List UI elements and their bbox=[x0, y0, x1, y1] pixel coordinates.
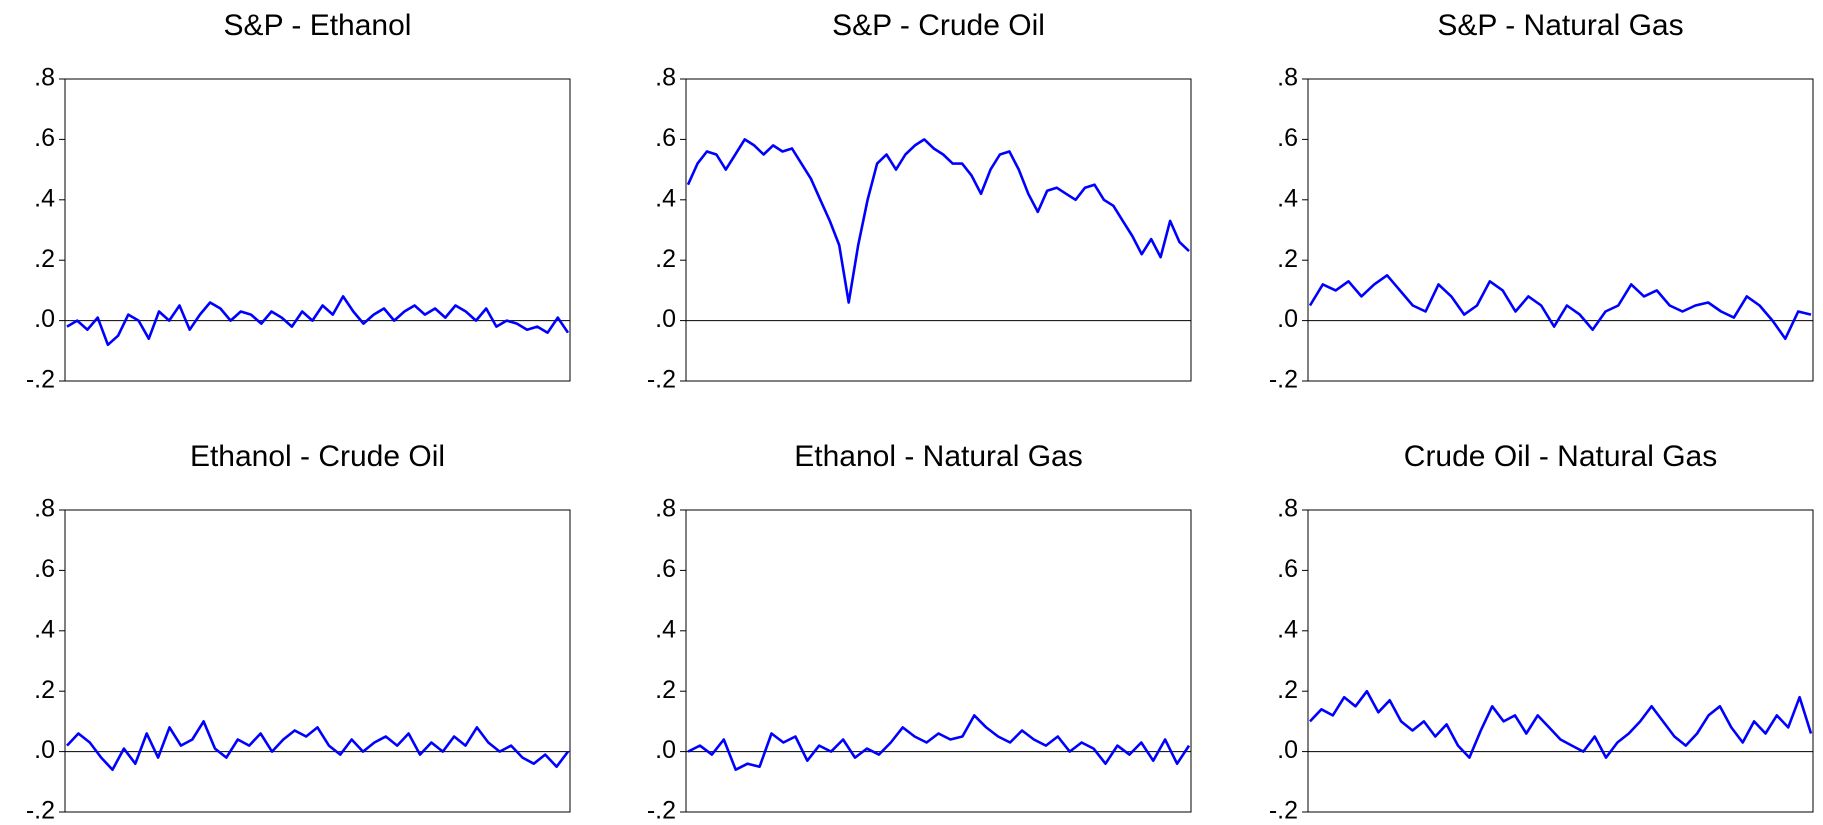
plot-frame bbox=[64, 509, 571, 813]
y-tick-label: .2 bbox=[655, 245, 676, 273]
y-tick-label: .2 bbox=[34, 245, 55, 273]
y-tick-label: .2 bbox=[1277, 245, 1298, 273]
y-tick-label: .0 bbox=[655, 305, 676, 333]
y-tick-label: .6 bbox=[655, 555, 676, 583]
plot-frame bbox=[685, 78, 1192, 382]
y-tick-label: -.2 bbox=[647, 797, 676, 825]
y-tick-label: .8 bbox=[1277, 495, 1298, 523]
plot-frame bbox=[1307, 509, 1814, 813]
y-tick-label: .6 bbox=[34, 124, 55, 152]
y-tick-label: .4 bbox=[34, 615, 55, 643]
y-tick-label: -.2 bbox=[647, 366, 676, 394]
chart-title: S&P - Natural Gas bbox=[1437, 9, 1683, 42]
y-tick-label: .2 bbox=[655, 676, 676, 704]
y-tick-label: .4 bbox=[34, 184, 55, 212]
y-tick-label: -.2 bbox=[26, 797, 55, 825]
y-tick-label: .8 bbox=[34, 495, 55, 523]
y-tick-label: .8 bbox=[655, 495, 676, 523]
chart-title: S&P - Crude Oil bbox=[832, 9, 1045, 42]
y-tick-label: .0 bbox=[34, 305, 55, 333]
y-tick-label: .4 bbox=[1277, 184, 1298, 212]
series-line bbox=[687, 714, 1191, 771]
y-tick-label: .8 bbox=[655, 64, 676, 92]
plot-frame bbox=[685, 509, 1192, 813]
series-line bbox=[1308, 274, 1812, 340]
plot-frame bbox=[1307, 78, 1814, 382]
y-tick-label: .0 bbox=[1277, 305, 1298, 333]
y-tick-label: .0 bbox=[34, 736, 55, 764]
series-line bbox=[1309, 689, 1813, 759]
y-tick-label: .2 bbox=[34, 676, 55, 704]
y-tick-label: .6 bbox=[1277, 555, 1298, 583]
plot-frame bbox=[64, 78, 571, 382]
series-line bbox=[66, 720, 570, 771]
y-tick-label: .2 bbox=[1277, 676, 1298, 704]
chart-title: Ethanol - Crude Oil bbox=[190, 440, 445, 473]
y-tick-label: .8 bbox=[1277, 64, 1298, 92]
series-line bbox=[686, 138, 1190, 304]
chart-title: S&P - Ethanol bbox=[224, 9, 412, 42]
y-tick-label: -.2 bbox=[1269, 366, 1298, 394]
y-tick-label: -.2 bbox=[26, 366, 55, 394]
y-tick-label: .6 bbox=[34, 555, 55, 583]
y-tick-label: .0 bbox=[1277, 736, 1298, 764]
y-tick-label: .6 bbox=[655, 124, 676, 152]
y-tick-label: .4 bbox=[655, 184, 676, 212]
y-tick-label: .6 bbox=[1277, 124, 1298, 152]
chart-title: Ethanol - Natural Gas bbox=[794, 440, 1082, 473]
series-line bbox=[66, 295, 570, 347]
y-tick-label: .8 bbox=[34, 64, 55, 92]
chart-title: Crude Oil - Natural Gas bbox=[1404, 440, 1717, 473]
y-tick-label: .0 bbox=[655, 736, 676, 764]
y-tick-label: .4 bbox=[1277, 615, 1298, 643]
y-tick-label: .4 bbox=[655, 615, 676, 643]
y-tick-label: -.2 bbox=[1269, 797, 1298, 825]
